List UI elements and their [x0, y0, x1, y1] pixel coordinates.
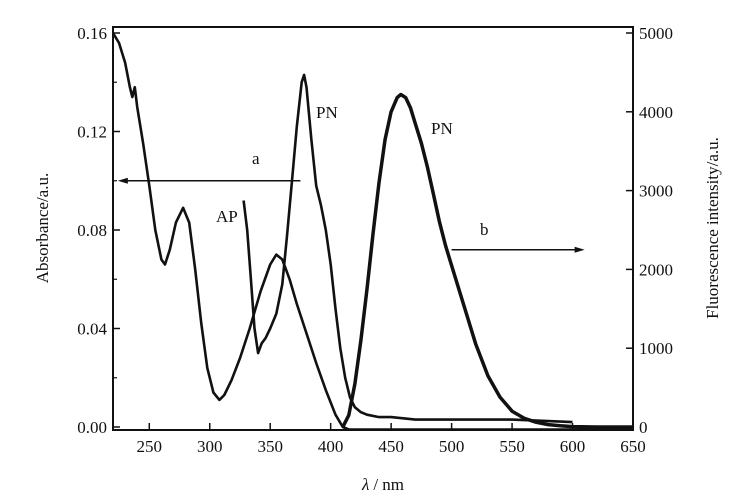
y-tick-label: 0.00: [77, 418, 107, 437]
x-axis-title: λ / nm: [361, 475, 404, 494]
x-tick-label: 300: [197, 437, 223, 456]
y-tick-label: 0.16: [77, 24, 107, 43]
y2-axis-title: Fluorescence intensity/a.u.: [703, 137, 722, 319]
y-tick-label: 0.12: [77, 123, 107, 142]
y-tick-label: 0.04: [77, 320, 107, 339]
arrow-b-head: [574, 246, 585, 253]
y2-tick-label: 3000: [639, 182, 673, 201]
plot-frame: [112, 26, 634, 431]
label-pn-fluorescence: PN: [431, 119, 453, 138]
arrows: [117, 177, 585, 253]
x-tick-label: 500: [439, 437, 465, 456]
y-axis-title: Absorbance/a.u.: [33, 173, 52, 283]
arrow-label-b: b: [480, 220, 489, 239]
x-tick-label: 650: [620, 437, 646, 456]
curves: [111, 32, 633, 431]
ticks: 250 300 350 400 450 500 550 600 650 0.00 0.04 0.08 0…: [77, 24, 673, 456]
x-tick-label: 400: [318, 437, 344, 456]
arrow-a-head: [117, 177, 128, 184]
y-tick-label: 0.08: [77, 221, 107, 240]
x-tick-label: 550: [499, 437, 525, 456]
x-tick-label: 450: [378, 437, 404, 456]
x-axis-symbol: λ: [361, 475, 369, 494]
y2-tick-label: 5000: [639, 24, 673, 43]
series-line-pn-absorption: [242, 73, 573, 424]
arrow-label-a: a: [252, 149, 260, 168]
series-line-pn-fluorescence: [341, 92, 633, 429]
x-tick-label: 350: [257, 437, 283, 456]
label-pn-absorption: PN: [316, 103, 338, 122]
series-line-ap-absorption: [111, 32, 633, 431]
x-tick-label: 600: [560, 437, 586, 456]
y2-tick-label: 1000: [639, 339, 673, 358]
x-tick-label: 250: [137, 437, 163, 456]
label-ap: AP: [216, 207, 238, 226]
x-axis-unit: / nm: [373, 475, 404, 494]
y2-tick-label: 2000: [639, 260, 673, 279]
y2-tick-label: 4000: [639, 103, 673, 122]
y2-tick-label: 0: [639, 418, 648, 437]
